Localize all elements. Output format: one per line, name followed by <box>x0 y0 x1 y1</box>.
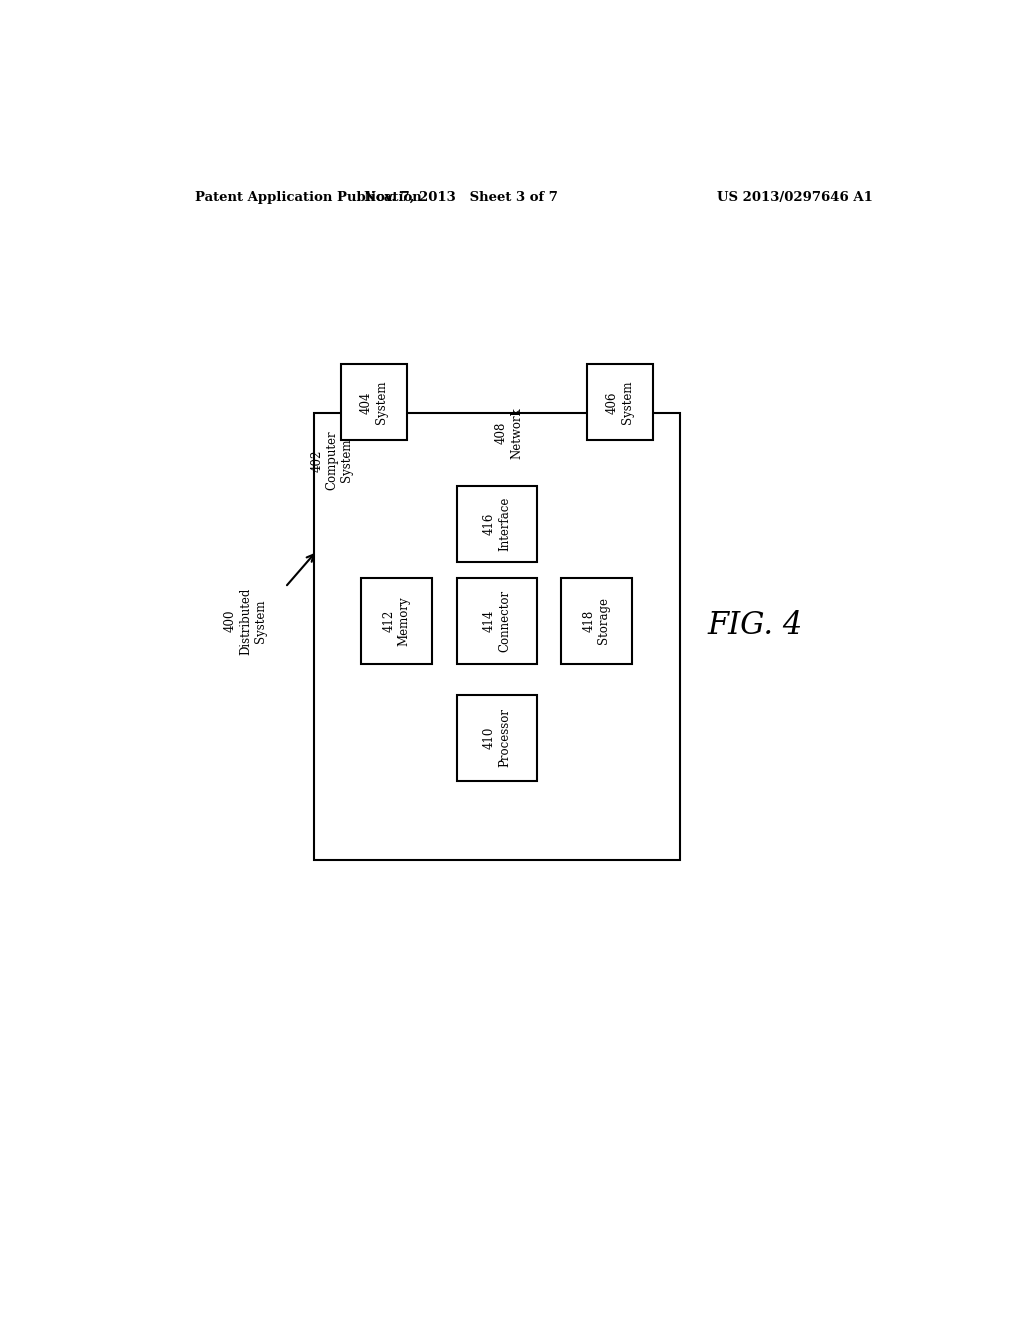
Bar <box>341 364 407 441</box>
Text: FIG. 4: FIG. 4 <box>708 610 803 642</box>
Text: US 2013/0297646 A1: US 2013/0297646 A1 <box>717 190 872 203</box>
Bar <box>458 578 537 664</box>
Bar <box>314 413 680 859</box>
Bar <box>360 578 432 664</box>
Text: 418
Storage: 418 Storage <box>583 598 610 644</box>
Text: 412
Memory: 412 Memory <box>382 597 411 645</box>
Bar <box>560 578 632 664</box>
Text: 406
System: 406 System <box>606 380 634 424</box>
Text: Patent Application Publication: Patent Application Publication <box>196 190 422 203</box>
Bar <box>588 364 652 441</box>
Bar <box>458 486 537 562</box>
Bar <box>458 694 537 781</box>
Text: Nov. 7, 2013   Sheet 3 of 7: Nov. 7, 2013 Sheet 3 of 7 <box>365 190 558 203</box>
Text: 408
Network: 408 Network <box>495 407 523 459</box>
Text: 410
Processor: 410 Processor <box>483 709 511 767</box>
Text: 402
Computer
System: 402 Computer System <box>310 430 353 491</box>
Text: 404
System: 404 System <box>360 380 388 424</box>
Text: 416
Interface: 416 Interface <box>483 498 511 552</box>
Text: 400
Distributed
System: 400 Distributed System <box>224 587 267 655</box>
Text: 414
Connector: 414 Connector <box>483 590 511 652</box>
